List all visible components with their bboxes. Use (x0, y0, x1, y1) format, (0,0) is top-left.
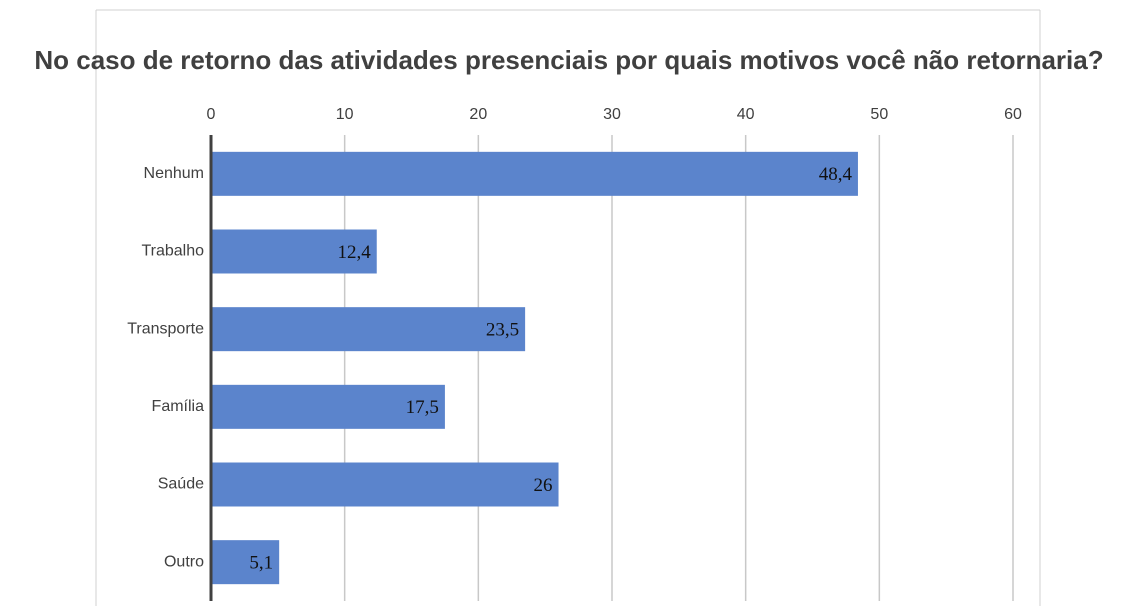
bar (211, 151, 858, 196)
value-label: 26 (534, 475, 553, 496)
value-label: 48,4 (819, 164, 853, 185)
x-tick-label: 30 (603, 106, 621, 123)
bar (211, 384, 445, 429)
x-tick-label: 0 (207, 106, 216, 123)
bar (211, 229, 377, 274)
value-label: 5,1 (249, 553, 273, 574)
bar (211, 462, 559, 507)
y-tick-label: Nenhum (144, 165, 204, 182)
y-tick-label: Trabalho (141, 243, 204, 260)
chart-title: No caso de retorno das atividades presen… (34, 45, 1103, 75)
value-label: 12,4 (337, 242, 371, 263)
x-tick-label: 40 (737, 106, 755, 123)
bar (211, 307, 526, 352)
y-tick-label: Saúde (158, 476, 204, 493)
x-tick-label: 10 (336, 106, 354, 123)
y-tick-label: Outro (164, 553, 204, 570)
value-label: 23,5 (486, 320, 519, 341)
y-tick-label: Família (152, 398, 205, 415)
bar (211, 540, 280, 585)
value-label: 17,5 (406, 397, 439, 418)
x-tick-label: 20 (469, 106, 487, 123)
y-tick-label: Transporte (127, 320, 204, 337)
x-tick-label: 60 (1004, 106, 1022, 123)
x-tick-label: 50 (870, 106, 888, 123)
